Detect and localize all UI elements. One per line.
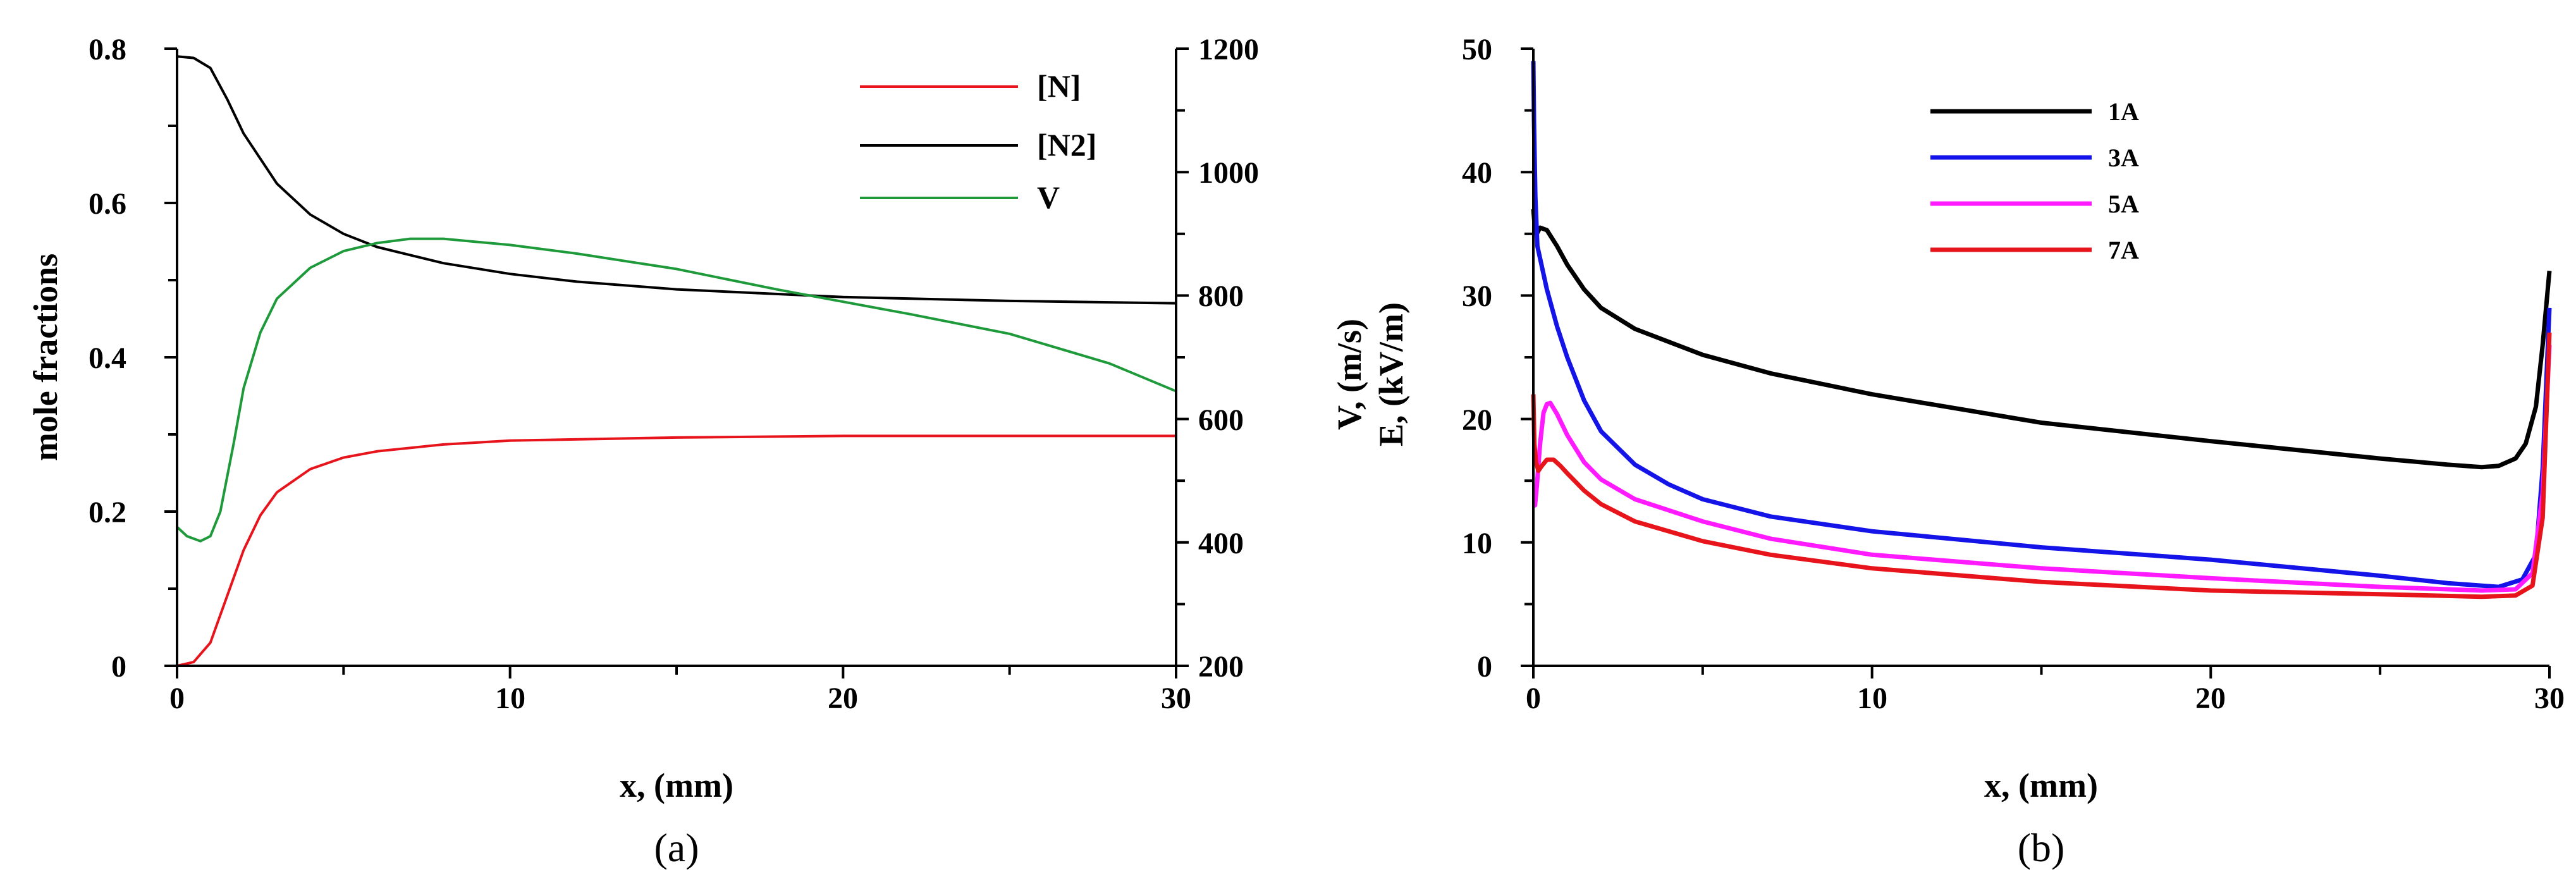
y-tick-label: 50 [1462, 33, 1492, 66]
panel-b-y-axis-title-bottom: E, (kV/m) [1372, 302, 1410, 446]
y-tick-label: 0.6 [89, 187, 126, 221]
panel-b-ticks [1521, 47, 2551, 678]
y2-tick-label: 200 [1198, 650, 1244, 684]
y-tick-label: 0 [111, 650, 126, 684]
y-tick-label: 0 [1477, 650, 1492, 684]
panel-a-x-axis-title: x, (mm) [620, 766, 733, 804]
panel-a-series [176, 55, 1177, 667]
panel-a-axis-frame [176, 49, 1176, 667]
y-tick-label: 40 [1462, 156, 1492, 190]
legend-label: 1A [2108, 97, 2139, 126]
x-tick-label: 0 [169, 682, 185, 715]
y2-tick-label: 800 [1198, 279, 1244, 313]
panel-a-y-axis-title: mole fractions [27, 254, 64, 461]
series-line [1533, 345, 2552, 593]
legend-label: [N] [1037, 68, 1081, 104]
panel-a-label: (a) [654, 825, 699, 870]
y-tick-label: 0.4 [89, 341, 126, 375]
legend-label: 7A [2108, 236, 2139, 264]
series-line [176, 55, 1177, 305]
legend-label: 3A [2108, 144, 2139, 172]
x-tick-label: 20 [2195, 682, 2226, 715]
panel-a-y2-tick-labels: 200 400 600 800 1000 1200 [1198, 33, 1259, 684]
panel-b-x-tick-labels: 0 10 20 30 [1526, 682, 2565, 715]
x-tick-label: 30 [1161, 682, 1191, 715]
legend-label: V [1037, 180, 1060, 215]
y-tick-label: 20 [1462, 403, 1492, 437]
series-line [176, 237, 1177, 543]
series-line [176, 434, 1176, 667]
x-tick-label: 0 [1526, 682, 1541, 715]
panel-b-y-axis-title-top: V, (m/s) [1330, 319, 1368, 430]
y-tick-label: 0.8 [89, 33, 126, 66]
y2-tick-label: 1000 [1198, 156, 1259, 190]
y-tick-label: 30 [1462, 279, 1492, 313]
y2-tick-label: 600 [1198, 403, 1244, 437]
panel-b-label: (b) [2018, 825, 2065, 870]
panel-a: 0 10 20 30 0 0.2 0.4 0.6 0.8 200 400 600… [27, 33, 1259, 870]
y-tick-label: 10 [1462, 527, 1492, 560]
panel-a-x-tick-labels: 0 10 20 30 [169, 682, 1191, 715]
series-line [1531, 61, 2552, 589]
y-tick-label: 0.2 [89, 496, 126, 529]
x-tick-label: 10 [1857, 682, 1887, 715]
panel-b-legend: 1A 3A 5A 7A [1930, 97, 2139, 264]
y2-tick-label: 1200 [1198, 33, 1259, 66]
panel-a-legend: [N] [N2] V [860, 68, 1096, 215]
panel-b: 0 10 20 30 0 10 20 30 40 50 x, (mm) V, (… [1330, 33, 2565, 870]
panel-b-y-tick-labels: 0 10 20 30 40 50 [1462, 33, 1492, 684]
panel-b-series [1531, 61, 2552, 599]
legend-label: [N2] [1037, 127, 1096, 163]
legend-label: 5A [2108, 190, 2139, 218]
panel-b-axis-frame [1532, 49, 2549, 667]
y2-tick-label: 400 [1198, 527, 1244, 560]
x-tick-label: 30 [2534, 682, 2565, 715]
x-tick-label: 10 [495, 682, 525, 715]
panel-b-x-axis-title: x, (mm) [1984, 766, 2098, 804]
panel-a-ticks [164, 47, 1189, 678]
series-line [1531, 332, 2552, 599]
x-tick-label: 20 [828, 682, 858, 715]
panel-a-y-tick-labels: 0 0.2 0.4 0.6 0.8 [89, 33, 126, 684]
series-line [1531, 209, 2552, 470]
